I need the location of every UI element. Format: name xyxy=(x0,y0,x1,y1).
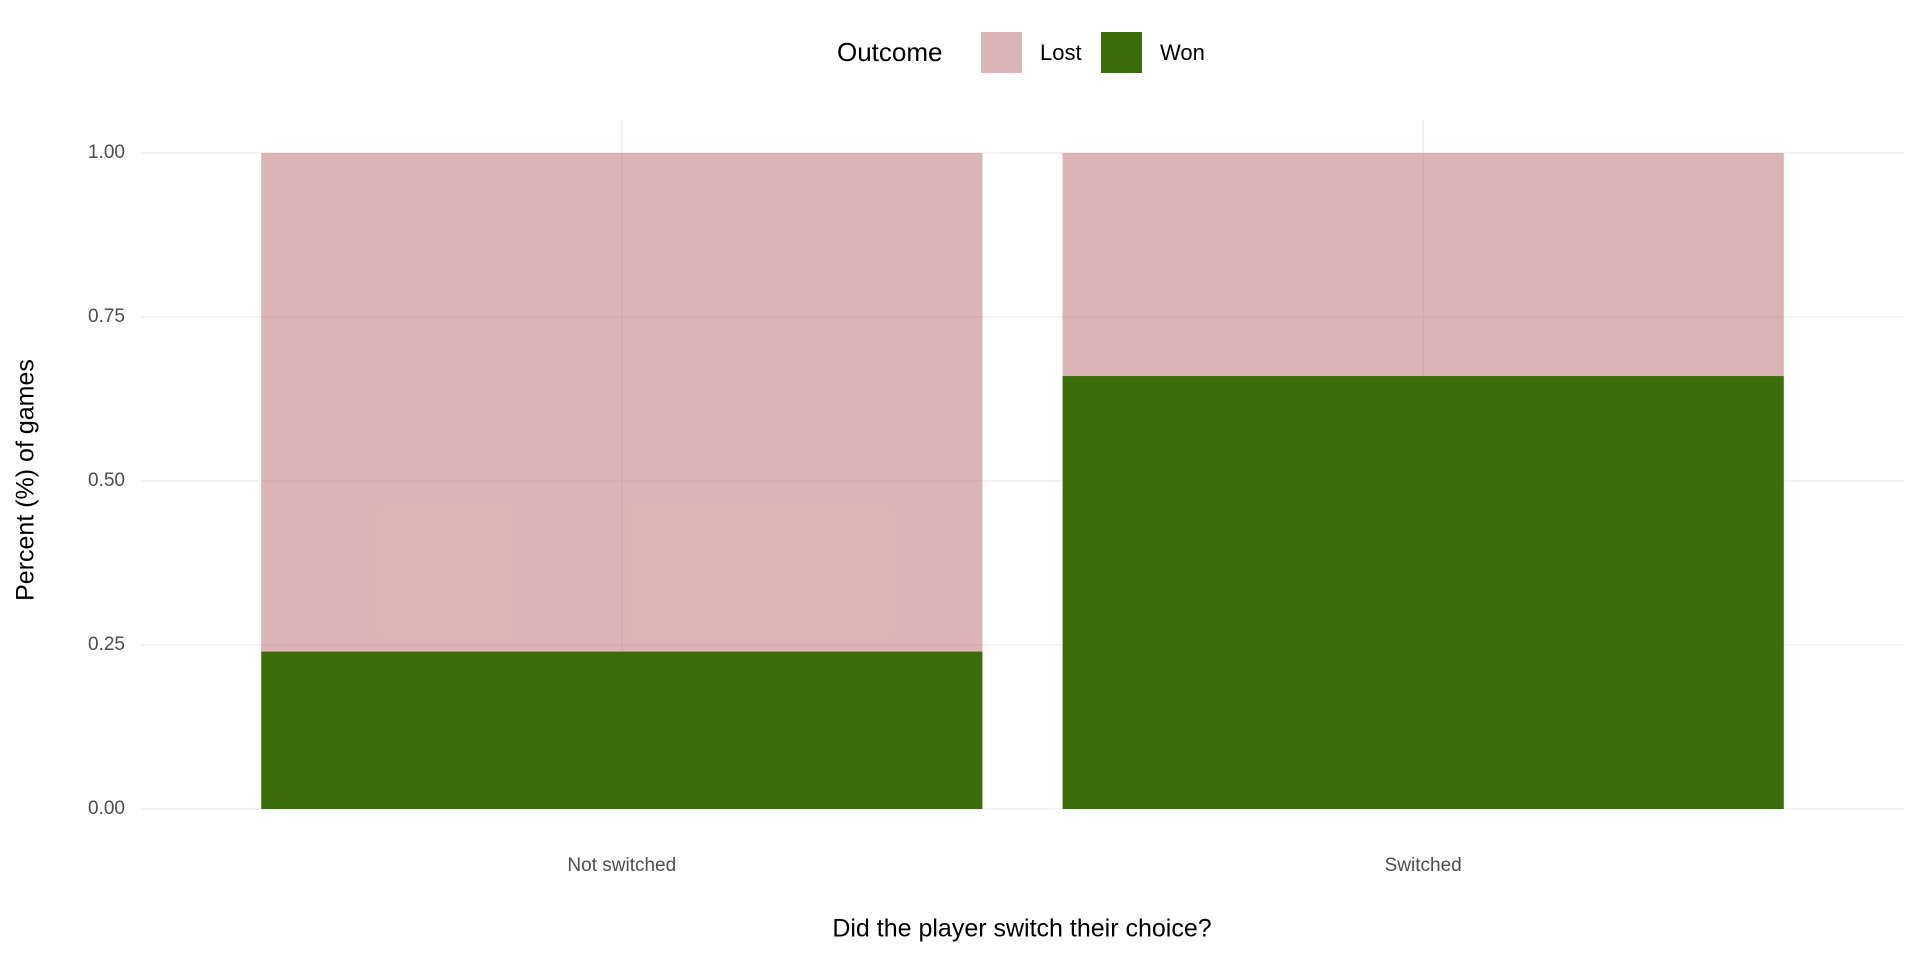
bar-segment xyxy=(1062,376,1784,809)
legend-key xyxy=(981,32,1022,73)
x-tick-label: Switched xyxy=(1385,855,1462,876)
x-tick-label: Not switched xyxy=(567,855,676,876)
bar-segment xyxy=(261,153,983,652)
y-tick-label: 0.00 xyxy=(88,798,125,819)
bar-segment xyxy=(261,651,983,809)
legend-title: Outcome xyxy=(837,37,943,67)
bar-segment xyxy=(1062,153,1784,377)
y-tick-label: 0.25 xyxy=(88,634,125,655)
y-tick-label: 0.50 xyxy=(88,470,125,491)
y-tick-label: 1.00 xyxy=(88,142,125,163)
y-axis-title: Percent (%) of games xyxy=(12,359,40,601)
y-tick-label: 0.75 xyxy=(88,306,125,327)
legend-key xyxy=(1101,32,1142,73)
legend-label: Won xyxy=(1160,40,1205,65)
x-axis-title: Did the player switch their choice? xyxy=(832,915,1211,943)
legend-label: Lost xyxy=(1040,40,1082,65)
